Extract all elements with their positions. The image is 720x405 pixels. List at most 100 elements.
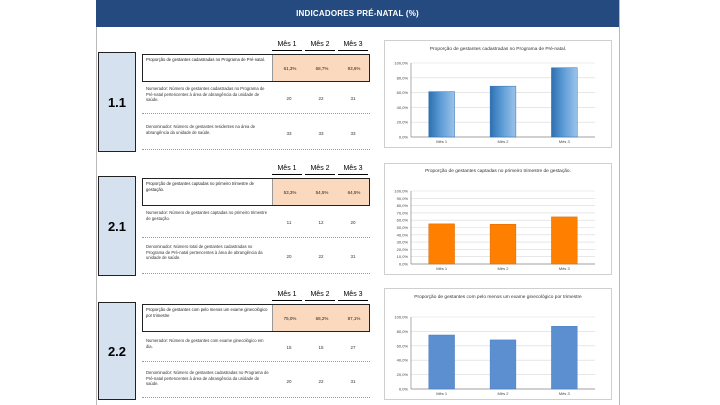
indicator-section-2-2: Mês 1 Mês 2 Mês 3 2.2 Proporção de gesta… xyxy=(98,290,370,402)
y-tick-label: 10,0% xyxy=(397,254,409,259)
numerator-value-3: 31 xyxy=(350,96,356,101)
denominator-value-1: 20 xyxy=(286,379,292,384)
proportion-value-2: 68,2% xyxy=(315,316,329,321)
y-tick-label: 80,0% xyxy=(397,329,409,334)
month-header-1: Mês 1 xyxy=(272,164,302,175)
x-tick-label: Mês 1 xyxy=(436,266,448,271)
denominator-value-1: 33 xyxy=(286,131,292,136)
month-header-1: Mês 1 xyxy=(272,290,302,301)
chart-panel-1-1: Proporção de gestantes cadastradas no Pr… xyxy=(384,40,612,148)
month-header-3: Mês 3 xyxy=(338,40,368,51)
y-tick-label: 80,0% xyxy=(397,203,409,208)
bar-chart-1-1: 0,0% 20,0% 40,0% 60,0% 80,0% 100,0% Mês 1 Mês 2… xyxy=(394,61,595,144)
bar xyxy=(489,223,517,265)
month-header-3: Mês 3 xyxy=(338,164,368,175)
bar-chart-2-1: 0,0% 10,0% 20,0% 30,0% 40,0% 50,0% 60,0% 70,0% 8… xyxy=(394,189,595,271)
numerator-label: Numerador: Número de gestantes cadastrad… xyxy=(146,86,265,103)
x-tick-label: Mês 2 xyxy=(498,391,510,396)
proportion-label: Proporção de gestantes cadastradas no Pr… xyxy=(143,55,273,81)
denominator-value-2: 33 xyxy=(318,131,324,136)
chart-panel-2-1: Proporção de gestantes captadas no prime… xyxy=(384,163,612,275)
indicator-id: 2.2 xyxy=(98,302,136,400)
denominator-row: Denominador: Número total de gestantes c… xyxy=(142,242,370,274)
denominator-value-3: 31 xyxy=(350,379,356,384)
document-frame xyxy=(96,0,620,405)
y-tick-label: 50,0% xyxy=(397,225,409,230)
numerator-label: Numerador: Número de gestantes captadas … xyxy=(146,210,268,221)
y-tick-label: 60,0% xyxy=(397,343,409,348)
x-tick-label: Mês 1 xyxy=(436,139,448,144)
numerator-label: Numerador: Número de gestantes com exame… xyxy=(146,338,264,349)
denominator-row: Denominador: Número de gestantes cadastr… xyxy=(142,368,370,398)
y-tick-label: 100,0% xyxy=(394,189,408,194)
denominator-row: Denominador: Número de gestantes residen… xyxy=(142,122,370,150)
numerator-value-2: 22 xyxy=(318,96,324,101)
chart-title: Proporção de gestantes com pelo menos um… xyxy=(414,295,582,300)
y-tick-label: 70,0% xyxy=(397,210,409,215)
proportion-value-1: 61,3% xyxy=(283,66,297,71)
proportion-label: Proporção de gestantes captadas no prime… xyxy=(143,179,273,205)
y-tick-label: 40,0% xyxy=(397,232,409,237)
y-tick-label: 20,0% xyxy=(397,247,409,252)
y-tick-label: 40,0% xyxy=(397,105,409,110)
y-tick-label: 100,0% xyxy=(394,315,408,320)
y-tick-label: 100,0% xyxy=(394,61,408,66)
x-tick-label: Mês 2 xyxy=(498,266,510,271)
denominator-value-2: 22 xyxy=(318,379,324,384)
y-tick-label: 0,0% xyxy=(399,387,409,392)
indicator-id: 1.1 xyxy=(98,52,136,152)
month-header-2: Mês 2 xyxy=(305,164,335,175)
numerator-row: Numerador: Número de gestantes com exame… xyxy=(142,336,370,362)
y-tick-label: 60,0% xyxy=(397,90,409,95)
denominator-value-1: 20 xyxy=(286,254,292,259)
y-tick-label: 20,0% xyxy=(397,120,409,125)
y-tick-label: 30,0% xyxy=(397,240,409,245)
proportion-value-1: 53,3% xyxy=(283,190,297,195)
month-header-1: Mês 1 xyxy=(272,40,302,51)
x-tick-label: Mês 3 xyxy=(559,266,571,271)
bar xyxy=(489,85,517,138)
numerator-row: Numerador: Número de gestantes cadastrad… xyxy=(142,84,370,114)
numerator-value-3: 20 xyxy=(350,220,356,225)
bar-chart-2-2: 0,0% 20,0% 40,0% 60,0% 80,0% 100,0% Mês 1 Mês 2… xyxy=(394,315,595,396)
indicator-id: 2.1 xyxy=(98,176,136,276)
month-header-2: Mês 2 xyxy=(305,40,335,51)
proportion-value-3: 93,6% xyxy=(347,66,361,71)
numerator-value-1: 11 xyxy=(286,220,292,225)
numerator-value-2: 12 xyxy=(318,220,324,225)
bar xyxy=(551,216,578,265)
bar xyxy=(428,91,455,138)
denominator-label: Denominador: Número de gestantes residen… xyxy=(146,124,256,135)
bar xyxy=(428,334,455,390)
numerator-value-2: 15 xyxy=(318,345,324,350)
y-tick-label: 60,0% xyxy=(397,218,409,223)
proportion-value-3: 64,5% xyxy=(347,190,361,195)
numerator-value-3: 27 xyxy=(350,345,356,350)
x-tick-label: Mês 2 xyxy=(498,139,510,144)
y-tick-label: 90,0% xyxy=(397,196,409,201)
proportion-row: Proporção de gestantes cadastradas no Pr… xyxy=(142,54,370,82)
proportion-value-1: 75,0% xyxy=(283,316,297,321)
y-tick-label: 0,0% xyxy=(399,135,409,140)
proportion-value-2: 68,7% xyxy=(315,66,329,71)
denominator-value-3: 33 xyxy=(350,131,356,136)
month-header-3: Mês 3 xyxy=(338,290,368,301)
y-tick-label: 80,0% xyxy=(397,75,409,80)
numerator-value-1: 15 xyxy=(286,345,292,350)
proportion-row: Proporção de gestantes com pelo menos um… xyxy=(142,304,370,332)
x-tick-label: Mês 1 xyxy=(436,391,448,396)
indicator-section-2-1: Mês 1 Mês 2 Mês 3 2.1 Proporção de gesta… xyxy=(98,164,370,279)
y-tick-label: 0,0% xyxy=(399,262,409,267)
bar xyxy=(551,67,578,138)
denominator-label: Denominador: Número de gestantes cadastr… xyxy=(146,370,269,387)
bar xyxy=(551,326,578,390)
chart-panel-2-2: Proporção de gestantes com pelo menos um… xyxy=(384,288,612,400)
x-tick-label: Mês 3 xyxy=(559,139,571,144)
y-tick-label: 20,0% xyxy=(397,372,409,377)
numerator-row: Numerador: Número de gestantes captadas … xyxy=(142,208,370,238)
proportion-row: Proporção de gestantes captadas no prime… xyxy=(142,178,370,206)
denominator-label: Denominador: Número total de gestantes c… xyxy=(146,244,263,261)
x-tick-label: Mês 3 xyxy=(559,391,571,396)
bar xyxy=(489,339,517,390)
proportion-label: Proporção de gestantes com pelo menos um… xyxy=(143,305,273,331)
